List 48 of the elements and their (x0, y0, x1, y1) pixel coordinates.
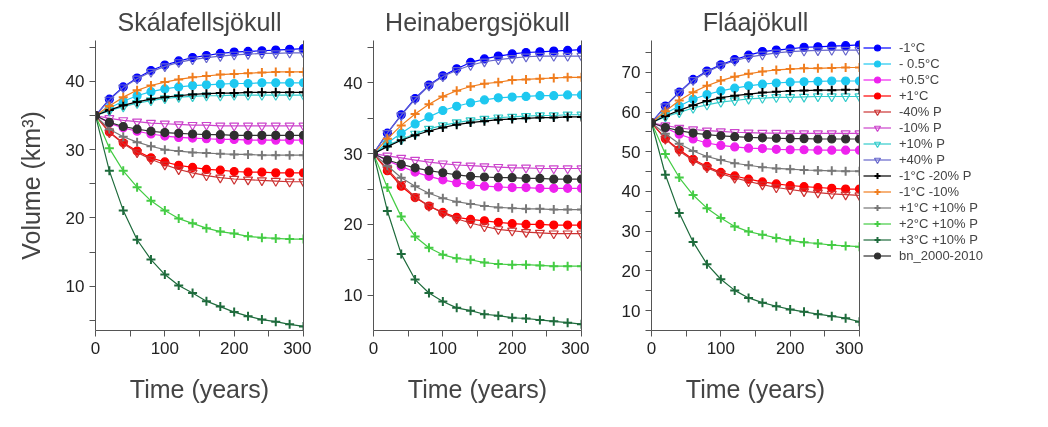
x-tick-label: 0 (368, 338, 379, 358)
y-axis-title: Volume (km³) (16, 111, 45, 260)
x-tick-label: 300 (835, 338, 864, 358)
y-tick-label: 10 (621, 301, 641, 321)
legend-label: bn_2000-2010 (899, 248, 983, 263)
y-tick-label: 20 (621, 261, 641, 281)
x-axis-title: Time (years) (407, 374, 548, 403)
x-tick-label: 200 (775, 338, 805, 358)
x-tick-label: 300 (283, 338, 312, 358)
x-tick-label: 200 (219, 338, 249, 358)
legend-label: +40% P (899, 152, 945, 167)
legend-label: -40% P (899, 104, 942, 119)
legend-label: +0.5°C (899, 72, 940, 87)
x-tick-label: 0 (90, 338, 101, 358)
legend-label: +2°C +10% P (899, 216, 978, 231)
x-tick-label: 100 (150, 338, 180, 358)
x-tick-label: 300 (561, 338, 590, 358)
legend-label: -1°C -20% P (899, 168, 972, 183)
y-tick-label: 40 (621, 182, 641, 202)
y-tick-label: 20 (343, 215, 363, 235)
legend-label: +3°C +10% P (899, 232, 978, 247)
y-tick-label: 50 (621, 142, 641, 162)
y-tick-label: 30 (65, 140, 85, 160)
y-tick-label: 40 (65, 72, 85, 92)
legend-label: +1°C +10% P (899, 200, 978, 215)
y-tick-label: 10 (343, 286, 363, 306)
chart-title: Heinabergsjökull (385, 7, 570, 36)
y-tick-label: 60 (621, 103, 641, 123)
chart-title: Fláajökull (702, 7, 809, 36)
x-axis-title: Time (years) (129, 374, 270, 403)
legend-label: -1°C (899, 40, 926, 55)
y-tick-label: 40 (343, 73, 363, 93)
y-tick-label: 30 (621, 222, 641, 242)
y-tick-label: 30 (343, 144, 363, 164)
chart-title: Skálafellsjökull (117, 7, 282, 36)
y-tick-label: 20 (65, 208, 85, 228)
legend-label: -10% P (899, 120, 942, 135)
x-tick-label: 100 (706, 338, 736, 358)
legend-label: - 0.5°C (899, 56, 940, 71)
x-tick-label: 100 (428, 338, 458, 358)
legend-label: -1°C -10% (899, 184, 960, 199)
x-tick-label: 200 (497, 338, 527, 358)
x-axis-title: Time (years) (685, 374, 826, 403)
y-tick-label: 70 (621, 63, 641, 83)
legend-label: +1°C (899, 88, 929, 103)
legend-label: +10% P (899, 136, 945, 151)
x-tick-label: 0 (646, 338, 657, 358)
y-tick-label: 10 (65, 277, 85, 297)
